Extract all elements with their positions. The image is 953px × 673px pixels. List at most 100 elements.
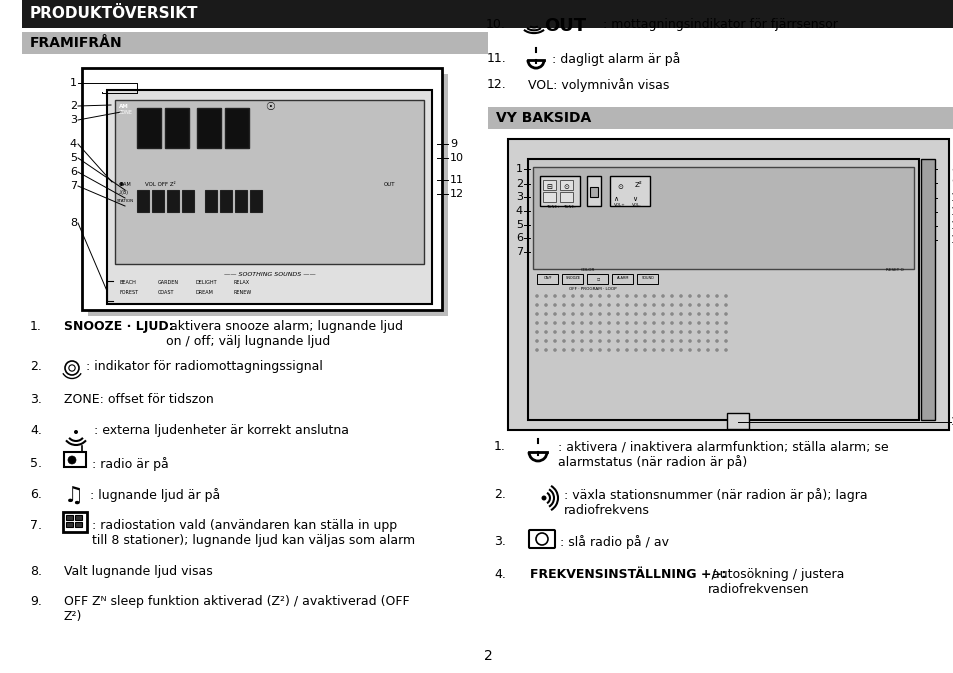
Circle shape [697,330,700,334]
Circle shape [598,339,601,343]
Circle shape [606,348,610,352]
Text: 5: 5 [516,220,522,230]
Text: DELIGHT: DELIGHT [195,280,217,285]
Text: DREAM: DREAM [195,290,213,295]
FancyBboxPatch shape [107,90,432,304]
Text: 11: 11 [450,175,463,185]
Circle shape [561,330,565,334]
Circle shape [660,304,664,307]
Circle shape [705,330,709,334]
FancyBboxPatch shape [75,515,82,520]
Text: aktivera snooze alarm; lugnande ljud
on / off; välj lugnande ljud: aktivera snooze alarm; lugnande ljud on … [166,320,402,348]
Text: : växla stationsnummer (när radion är på); lagra
radiofrekvens: : växla stationsnummer (när radion är på… [563,488,866,517]
Circle shape [624,348,628,352]
FancyBboxPatch shape [220,190,232,212]
Circle shape [634,321,638,325]
Circle shape [624,339,628,343]
Circle shape [571,294,575,297]
Circle shape [579,294,583,297]
Circle shape [705,339,709,343]
Circle shape [624,321,628,325]
Circle shape [670,330,673,334]
Text: 1.: 1. [30,320,42,333]
Circle shape [697,348,700,352]
Circle shape [642,294,646,297]
Text: ON/F: ON/F [543,276,552,280]
Text: ZONE: offset för tidszon: ZONE: offset för tidszon [64,393,213,406]
Circle shape [543,321,547,325]
Circle shape [571,321,575,325]
FancyBboxPatch shape [533,167,913,269]
Circle shape [606,304,610,307]
Text: 12: 12 [950,221,953,231]
Text: 1.: 1. [494,440,505,453]
Text: ALARM: ALARM [617,276,629,280]
Circle shape [670,339,673,343]
Circle shape [705,348,709,352]
FancyBboxPatch shape [152,190,164,212]
Text: SWE: SWE [7,34,15,56]
FancyBboxPatch shape [637,273,658,283]
Circle shape [598,312,601,316]
Circle shape [598,321,601,325]
Circle shape [652,348,655,352]
FancyBboxPatch shape [543,180,556,190]
Circle shape [705,312,709,316]
Text: : radio är på: : radio är på [91,457,169,471]
Text: ♫: ♫ [64,486,84,506]
Text: Valt lugnande ljud visas: Valt lugnande ljud visas [64,565,213,578]
Circle shape [652,312,655,316]
Circle shape [543,294,547,297]
Circle shape [543,339,547,343]
Text: AM: AM [119,104,129,109]
Circle shape [589,312,592,316]
Circle shape [589,339,592,343]
Text: OUT: OUT [543,17,585,35]
Text: 1: 1 [70,78,77,88]
Text: 14: 14 [950,417,953,427]
Text: 10.: 10. [486,18,505,31]
Circle shape [687,304,691,307]
Circle shape [535,321,538,325]
Circle shape [634,348,638,352]
Circle shape [571,304,575,307]
Circle shape [579,312,583,316]
Circle shape [642,304,646,307]
Circle shape [642,321,646,325]
Text: 5.: 5. [30,457,42,470]
Text: COLOR: COLOR [580,268,595,272]
Text: 6: 6 [70,167,77,177]
Circle shape [687,348,691,352]
Circle shape [606,330,610,334]
Text: 5: 5 [70,153,77,163]
FancyBboxPatch shape [82,68,441,310]
Circle shape [715,312,718,316]
Text: : externa ljudenheter är korrekt anslutna: : externa ljudenheter är korrekt anslutn… [94,424,349,437]
Circle shape [670,321,673,325]
Circle shape [715,304,718,307]
Text: ⊙: ⊙ [617,184,622,190]
Circle shape [624,294,628,297]
Text: 8: 8 [950,164,953,174]
Text: VOL OFF Z²: VOL OFF Z² [145,182,175,187]
Text: ∧: ∧ [613,196,618,202]
FancyBboxPatch shape [507,139,948,430]
Text: : mottagningsindikator för fjärrsensor: : mottagningsindikator för fjärrsensor [602,18,837,31]
Circle shape [543,330,547,334]
FancyBboxPatch shape [250,190,262,212]
FancyBboxPatch shape [66,515,73,520]
Text: 9: 9 [950,178,953,188]
Circle shape [598,330,601,334]
Circle shape [561,348,565,352]
Circle shape [715,348,718,352]
FancyBboxPatch shape [63,512,87,532]
Circle shape [660,339,664,343]
Circle shape [715,339,718,343]
FancyBboxPatch shape [560,192,573,201]
Circle shape [652,339,655,343]
Text: 11.: 11. [486,52,505,65]
Text: : lugnande ljud är på: : lugnande ljud är på [90,488,220,502]
Circle shape [723,294,727,297]
Circle shape [68,456,76,464]
FancyBboxPatch shape [137,108,161,148]
